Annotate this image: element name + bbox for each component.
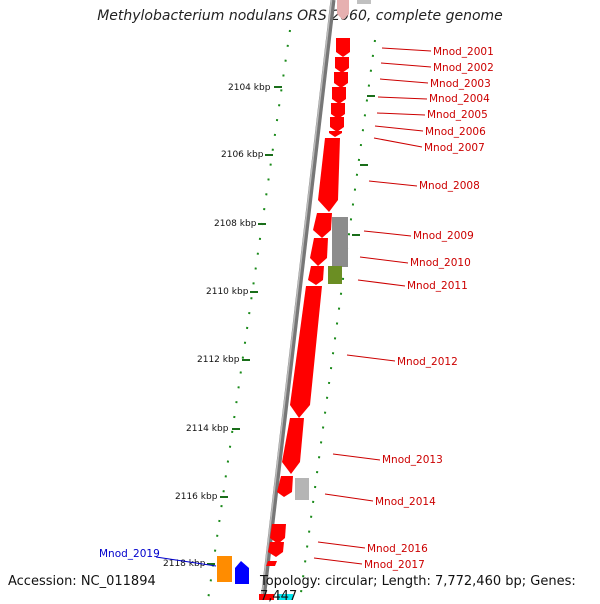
gene-label: Mnod_2001 bbox=[433, 46, 494, 58]
gene-label: Mnod_2004 bbox=[429, 93, 490, 105]
red-genes bbox=[259, 38, 350, 600]
gene-2001 bbox=[336, 38, 350, 57]
gene-2011 bbox=[308, 266, 324, 285]
gene-label: Mnod_2012 bbox=[397, 356, 458, 368]
gene-2016 bbox=[270, 524, 286, 544]
tick-2114: 2114 kbp bbox=[186, 424, 229, 434]
gene-2008 bbox=[318, 138, 340, 212]
gene-label: Mnod_2008 bbox=[419, 180, 480, 192]
tick-2116: 2116 kbp bbox=[175, 492, 218, 502]
gene-label: Mnod_2005 bbox=[427, 109, 488, 121]
tick-2108: 2108 kbp bbox=[214, 219, 257, 229]
tick-2112: 2112 kbp bbox=[197, 355, 240, 365]
gene-label: Mnod_2003 bbox=[430, 78, 491, 90]
gene-2007 bbox=[329, 131, 342, 137]
gene-label: Mnod_2011 bbox=[407, 280, 468, 292]
inner-dotted-track bbox=[207, 29, 291, 600]
tick-2106: 2106 kbp bbox=[221, 150, 264, 160]
gene-2016b bbox=[268, 542, 284, 557]
gene-label: Mnod_2017 bbox=[364, 559, 425, 571]
tick-2104: 2104 kbp bbox=[228, 83, 271, 93]
accession-text: Accession: NC_011894 bbox=[8, 574, 156, 589]
gene-labels-right: Mnod_2001 Mnod_2002 Mnod_2003 Mnod_2004 … bbox=[364, 46, 494, 571]
gene-2004 bbox=[332, 87, 346, 104]
gene-label: Mnod_2013 bbox=[382, 454, 443, 466]
gene-2002 bbox=[335, 57, 349, 73]
gene-top-grey-right bbox=[357, 0, 371, 4]
gene-bottom-cyan bbox=[277, 594, 293, 600]
gene-2017 bbox=[266, 561, 277, 566]
gene-2012 bbox=[290, 286, 322, 418]
map-title: Methylobacterium nodulans ORS 2060, comp… bbox=[97, 8, 503, 24]
gene-label: Mnod_2014 bbox=[375, 496, 436, 508]
gene-label: Mnod_2006 bbox=[425, 126, 486, 138]
backbone bbox=[260, 0, 336, 600]
gene-2011-olive bbox=[328, 266, 342, 284]
gene-label: Mnod_2010 bbox=[410, 257, 471, 269]
gene-label: Mnod_2009 bbox=[413, 230, 474, 242]
label-connector-2019 bbox=[155, 556, 217, 567]
gene-label: Mnod_2007 bbox=[424, 142, 485, 154]
gene-2005 bbox=[331, 103, 345, 119]
gene-2019-orange bbox=[217, 556, 232, 582]
gene-bottom-red bbox=[259, 594, 274, 600]
tick-2118: 2118 kbp bbox=[163, 559, 206, 569]
gene-label-left: Mnod_2019 bbox=[99, 548, 160, 560]
gene-label: Mnod_2016 bbox=[367, 543, 428, 555]
gene-2014-grey bbox=[295, 478, 309, 500]
gene-2009 bbox=[313, 213, 332, 238]
label-connectors bbox=[313, 47, 432, 565]
gene-2019-blue bbox=[235, 561, 249, 584]
gene-2009-grey bbox=[332, 217, 348, 267]
gene-2013 bbox=[282, 418, 304, 474]
gene-2014-red bbox=[277, 476, 293, 497]
tick-2110: 2110 kbp bbox=[206, 287, 249, 297]
gene-top-grey bbox=[337, 0, 349, 20]
gene-label: Mnod_2002 bbox=[433, 62, 494, 74]
gene-2006 bbox=[330, 117, 344, 132]
gene-2010 bbox=[310, 238, 328, 266]
kbp-ticks: 2104 kbp 2106 kbp 2108 kbp 2110 kbp 2112… bbox=[163, 83, 375, 569]
gene-2003 bbox=[334, 72, 348, 88]
